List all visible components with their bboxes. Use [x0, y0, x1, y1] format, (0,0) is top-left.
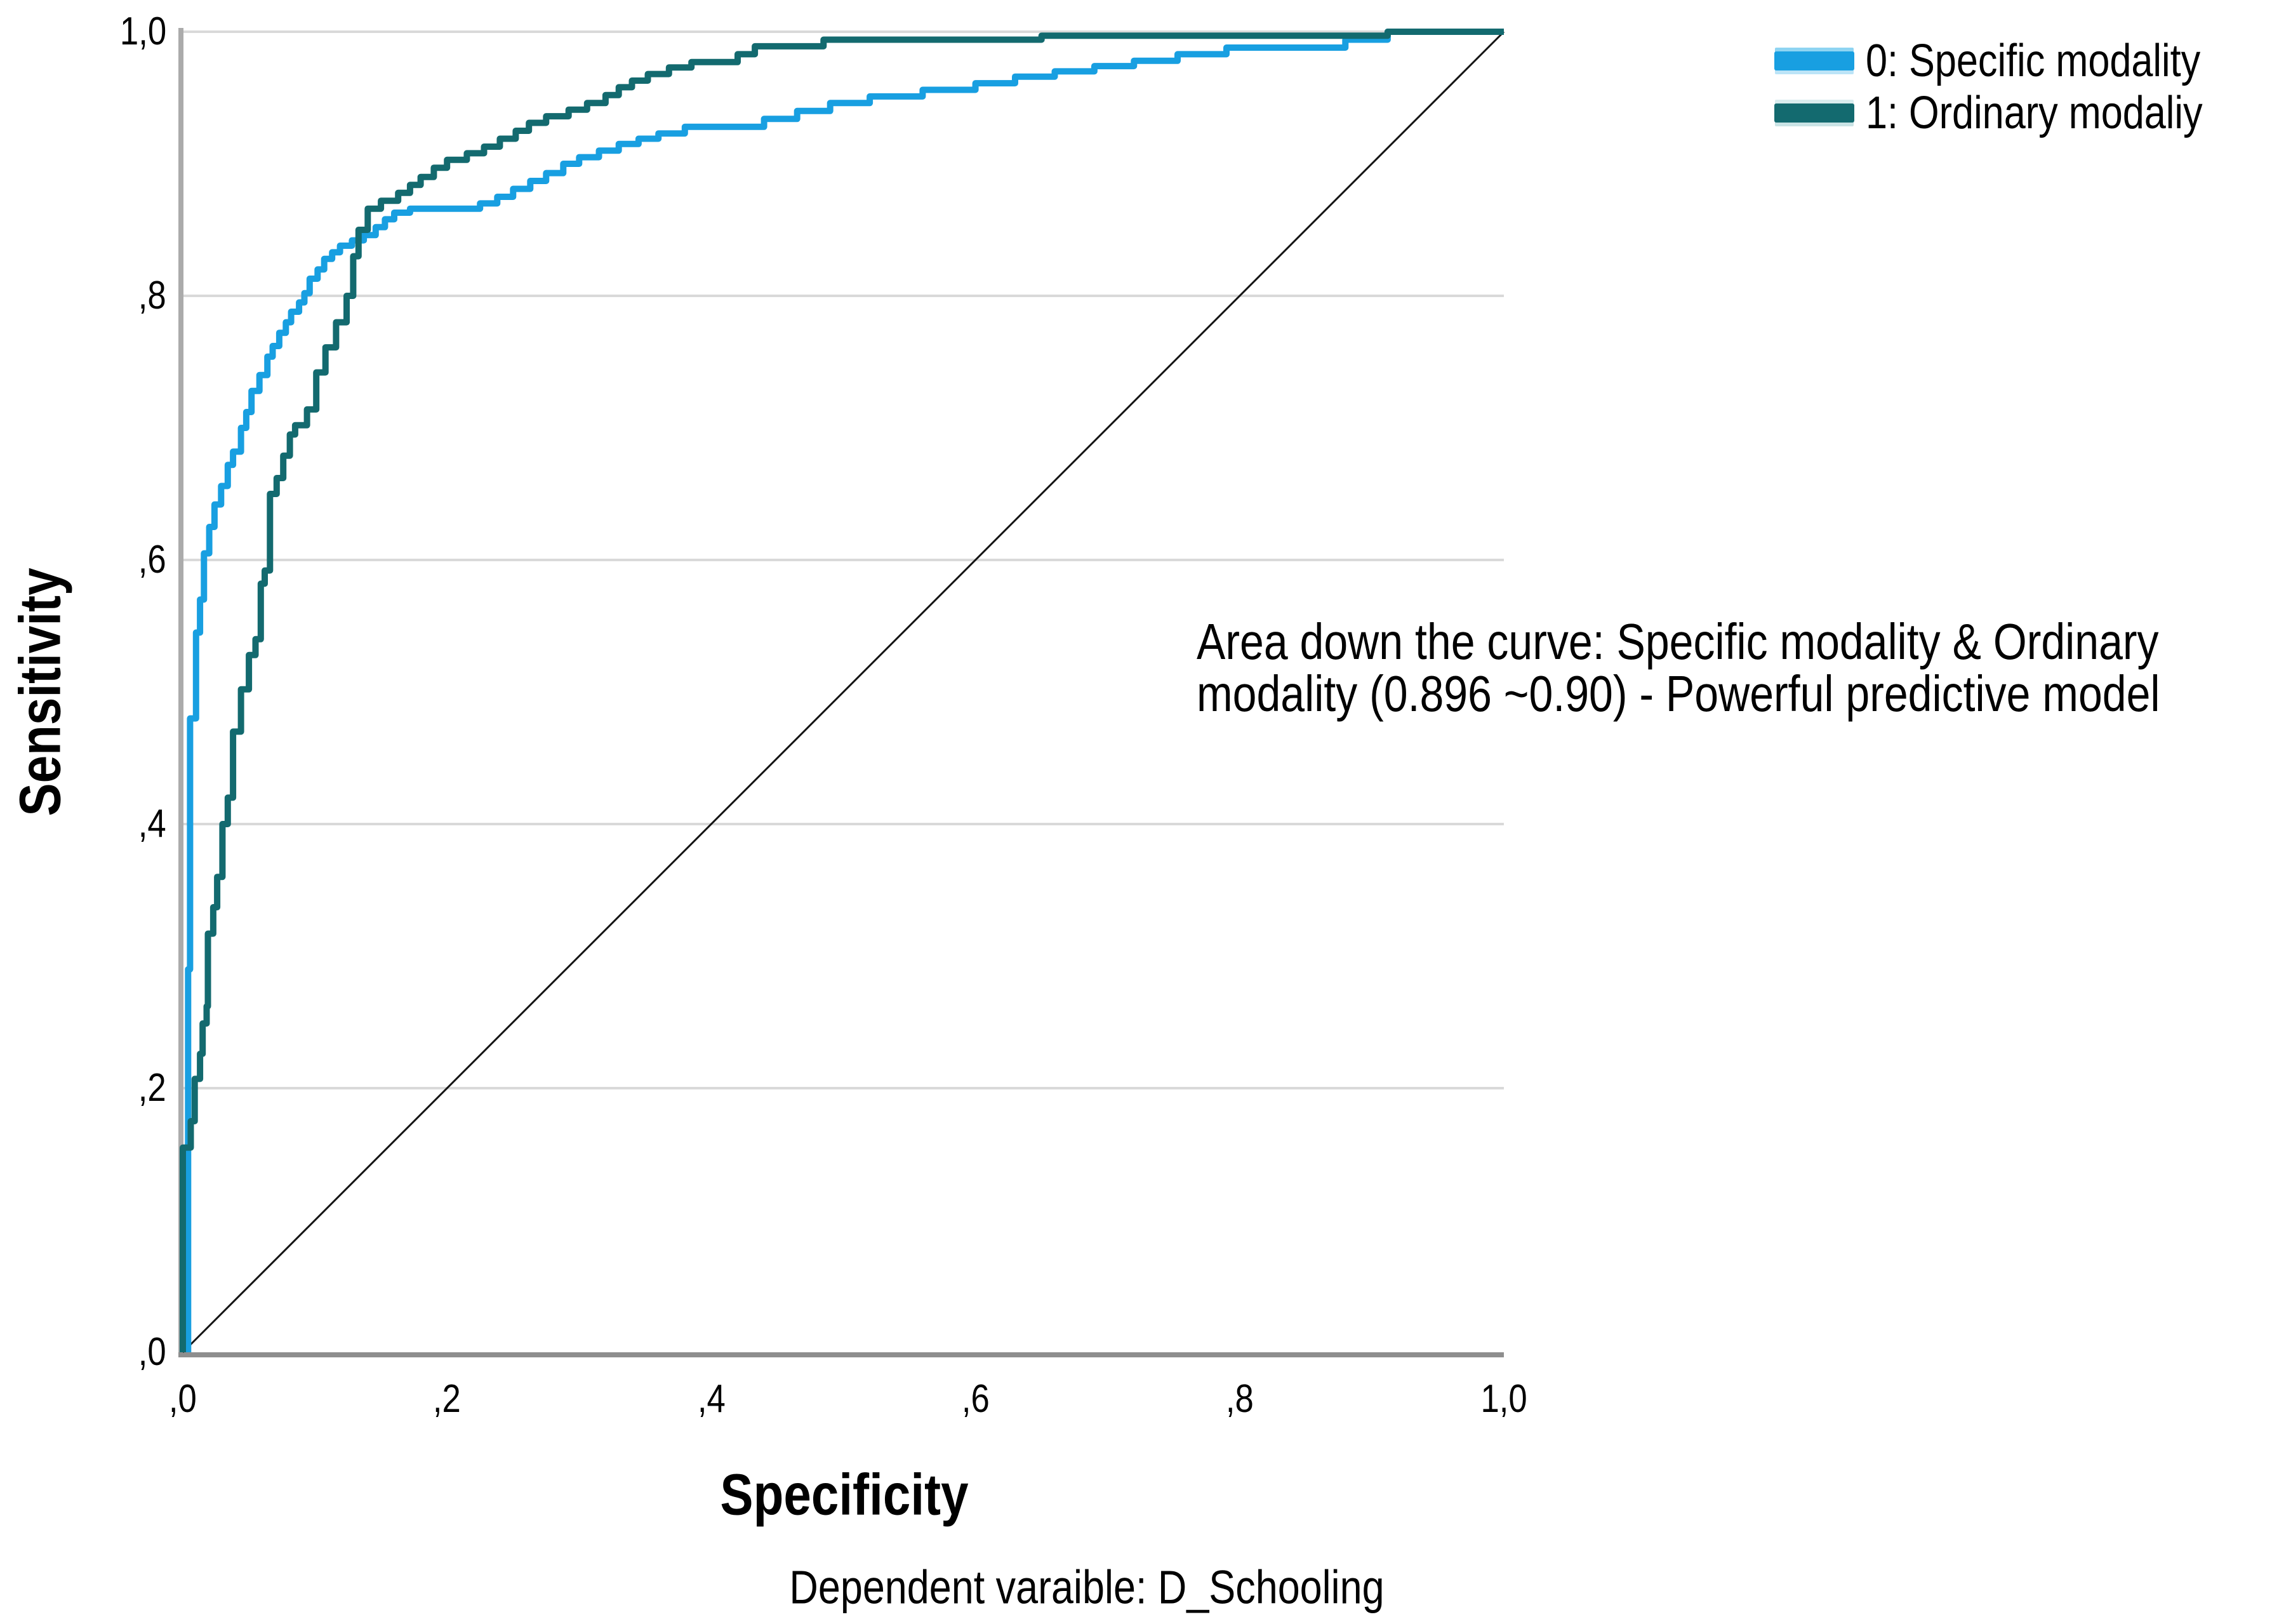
y-tick-label-text: 1,0 [119, 10, 166, 53]
x-tick-label: ,8 [1176, 1376, 1303, 1422]
x-tick-label-text: ,6 [961, 1377, 990, 1421]
y-tick-label: ,4 [25, 801, 166, 847]
y-axis-title-text: Sensitivity [8, 568, 73, 816]
y-tick-label: 1,0 [25, 9, 166, 55]
y-tick-label: ,0 [25, 1329, 166, 1375]
y-tick-label: ,8 [25, 273, 166, 319]
x-axis-title: Specificity [698, 1462, 990, 1529]
x-tick-label: 1,0 [1440, 1376, 1567, 1422]
auc-annotation-line2: modality (0.896 ~0.90) - Powerful predic… [1197, 665, 2160, 722]
legend-item-ordinary-modality: 1: Ordinary modaliy [1774, 90, 2262, 136]
legend-item-specific-modality: 0: Specific modality [1774, 38, 2259, 84]
x-tick-label-text: ,4 [697, 1377, 726, 1421]
legend-label-specific-modality-text: 0: Specific modality [1866, 36, 2201, 86]
legend-label-ordinary-modality-text: 1: Ordinary modaliy [1866, 88, 2203, 138]
x-tick-label: ,6 [912, 1376, 1039, 1422]
y-tick-label-text: ,2 [138, 1066, 166, 1110]
x-tick-label: ,2 [383, 1376, 510, 1422]
legend-label: 0: Specific modality [1866, 38, 2259, 84]
legend-swatch-specific-modality [1774, 51, 1854, 70]
y-tick-label-text: ,0 [138, 1330, 166, 1374]
legend-label: 1: Ordinary modaliy [1866, 90, 2262, 136]
auc-annotation-line1: Area down the curve: Specific modality &… [1197, 613, 2159, 670]
auc-annotation: Area down the curve: Specific modality &… [1197, 616, 2272, 720]
roc-curve-ordinary [180, 29, 1504, 1352]
x-tick-label: ,0 [119, 1376, 246, 1422]
x-tick-label: ,4 [648, 1376, 774, 1422]
y-tick-label-text: ,4 [138, 802, 166, 846]
y-tick-label: ,6 [25, 537, 166, 583]
legend-swatch-ordinary-modality [1774, 103, 1854, 123]
x-tick-label-text: ,8 [1225, 1377, 1254, 1421]
x-tick-label-text: 1,0 [1480, 1377, 1527, 1421]
x-tick-label-text: ,0 [169, 1377, 197, 1421]
reference-diagonal-line [182, 30, 1505, 1354]
chart-caption: Dependent varaible: D_Schooling [737, 1561, 1437, 1614]
y-axis-title: Sensitivity [8, 546, 74, 838]
y-tick-label-text: ,8 [138, 274, 166, 317]
y-tick-label: ,2 [25, 1065, 166, 1111]
roc-curve-specific [185, 29, 1504, 1352]
y-tick-label-text: ,6 [138, 538, 166, 582]
chart-caption-text: Dependent varaible: D_Schooling [789, 1561, 1385, 1614]
x-tick-label-text: ,2 [433, 1377, 462, 1421]
x-axis-title-text: Specificity [720, 1462, 969, 1527]
